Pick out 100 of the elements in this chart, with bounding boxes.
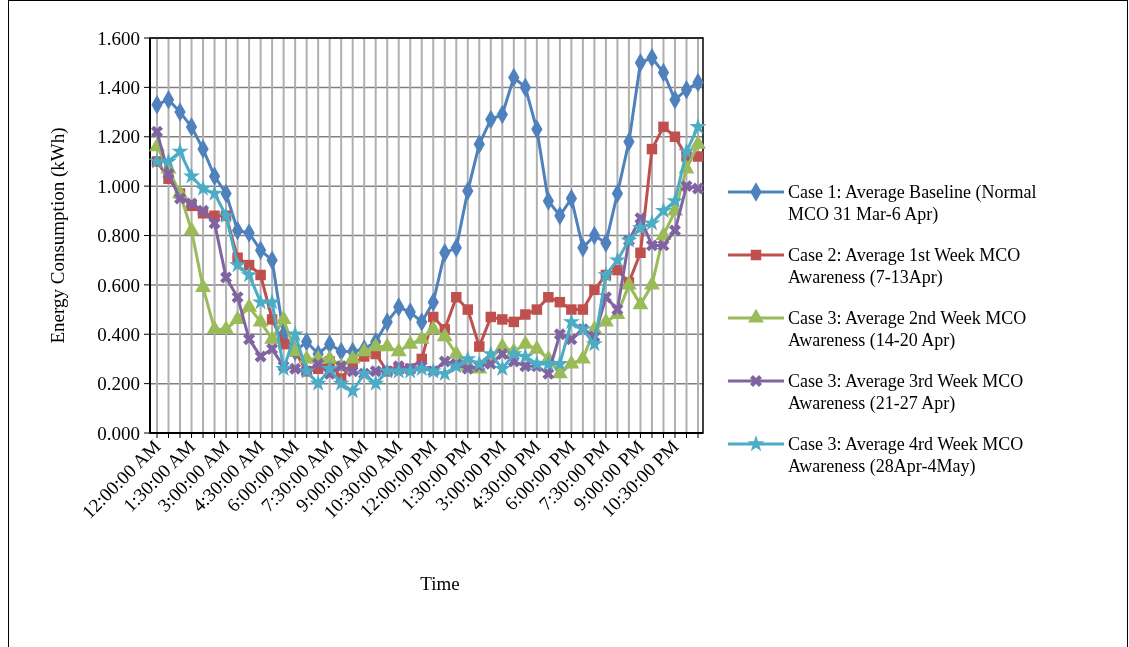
point [286, 325, 304, 342]
point [635, 247, 646, 259]
point [474, 341, 485, 352]
point [496, 348, 509, 360]
point [344, 382, 362, 399]
point [645, 239, 658, 252]
y-tick-label: 1.000 [97, 175, 140, 197]
point [162, 167, 175, 180]
point [528, 339, 545, 354]
point [151, 125, 163, 138]
point [689, 117, 707, 135]
point [332, 374, 350, 391]
point [148, 152, 166, 169]
point [436, 327, 453, 342]
point [266, 343, 279, 356]
point [608, 251, 626, 268]
point [255, 269, 266, 281]
point [217, 206, 235, 223]
y-tick-label: 0.400 [97, 323, 140, 345]
point [413, 329, 430, 344]
point [229, 256, 247, 273]
point [252, 312, 269, 327]
y-tick-label: 1.200 [97, 126, 140, 148]
point [171, 142, 189, 159]
point [289, 362, 302, 375]
point [390, 342, 407, 357]
point [183, 221, 200, 236]
point [505, 345, 523, 362]
legend-label: Case 2: Average 1st Week MCO Awareness (7-13Apr) [788, 245, 1021, 289]
point [195, 278, 212, 292]
point [462, 304, 474, 315]
y-tick-label: 0.600 [97, 274, 140, 296]
y-tick-label: 1.400 [97, 77, 140, 99]
point [531, 304, 543, 315]
point [369, 365, 382, 378]
point [346, 365, 359, 378]
point [275, 310, 292, 325]
point [218, 320, 235, 334]
point [485, 311, 497, 323]
y-tick-label: 0.200 [97, 373, 140, 395]
point [543, 291, 554, 303]
point [459, 349, 477, 367]
point [611, 303, 624, 316]
point [425, 320, 442, 334]
point [194, 179, 212, 196]
point [632, 295, 649, 310]
point [275, 359, 293, 377]
point [438, 355, 451, 368]
point [401, 362, 419, 379]
point [631, 219, 649, 236]
legend-label: Case 3: Average 3rd Week MCO Awareness (21-27 Apr) [788, 371, 1024, 415]
point [263, 293, 281, 310]
point [447, 357, 465, 374]
point [517, 334, 534, 349]
point [562, 312, 580, 330]
point [658, 121, 669, 133]
point [669, 131, 681, 142]
point [597, 312, 614, 327]
point [402, 334, 419, 349]
point [554, 296, 566, 308]
point [677, 142, 696, 159]
y-tick-label: 0.000 [97, 422, 140, 444]
point [413, 359, 431, 377]
legend-label: Case 1: Average Baseline (Normal MCO 31 Mar-6 Apr) [788, 182, 1037, 226]
point [585, 335, 603, 352]
point [208, 217, 221, 230]
point [680, 180, 693, 193]
y-axis-title: Energy Consumption (kWh) [47, 127, 69, 344]
point [367, 337, 384, 352]
point [654, 201, 672, 219]
point [692, 182, 704, 195]
point [159, 152, 178, 169]
point [183, 167, 201, 184]
point [634, 212, 647, 225]
legend-label: Case 3: Average 4rd Week MCO Awareness (28Apr-4May) [788, 434, 1024, 478]
point [243, 333, 256, 346]
point [470, 354, 488, 372]
point [566, 304, 577, 315]
point [563, 354, 580, 369]
y-tick-label: 0.800 [97, 225, 140, 247]
point [574, 349, 591, 364]
point [241, 297, 258, 312]
legend-label: Case 3: Average 2nd Week MCO Awareness (14-20 Apr) [788, 308, 1027, 352]
point [668, 224, 681, 237]
point [643, 275, 660, 290]
point [379, 337, 396, 352]
point [589, 284, 600, 296]
point [520, 309, 531, 320]
point [497, 314, 508, 325]
point [542, 367, 555, 380]
point [174, 192, 187, 205]
point [508, 316, 520, 328]
point [657, 239, 670, 252]
point [197, 204, 210, 217]
point [493, 359, 511, 377]
point [482, 345, 500, 362]
point [344, 349, 361, 364]
point [646, 143, 658, 155]
point [666, 191, 684, 209]
point [312, 357, 325, 370]
